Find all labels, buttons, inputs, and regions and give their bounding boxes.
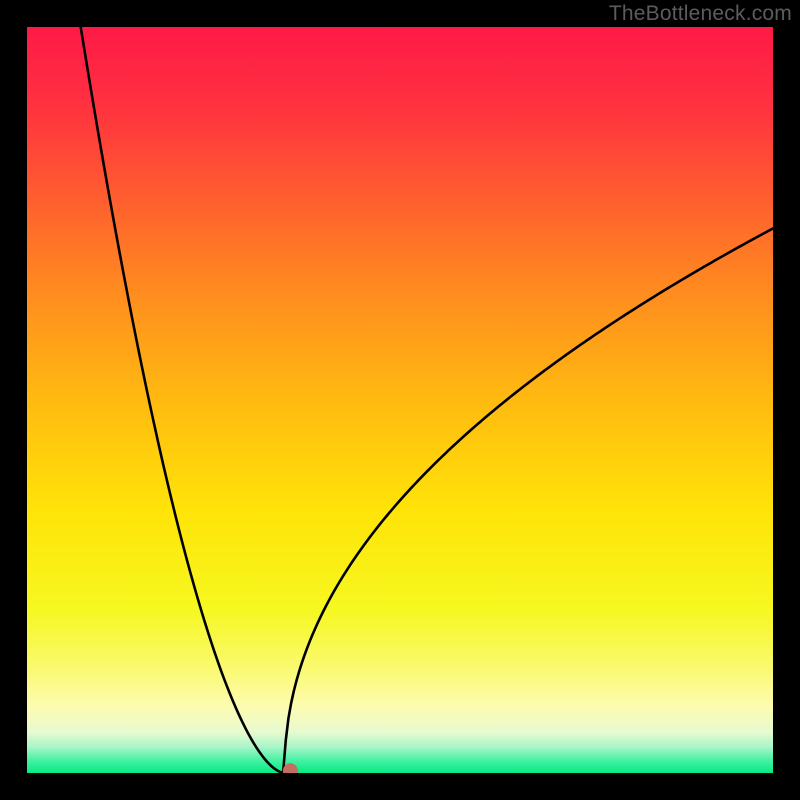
gradient-background (27, 27, 773, 773)
gradient-rect (27, 27, 773, 773)
plot-area (27, 27, 773, 773)
chart-container: TheBottleneck.com (0, 0, 800, 800)
watermark-text: TheBottleneck.com (609, 2, 792, 26)
